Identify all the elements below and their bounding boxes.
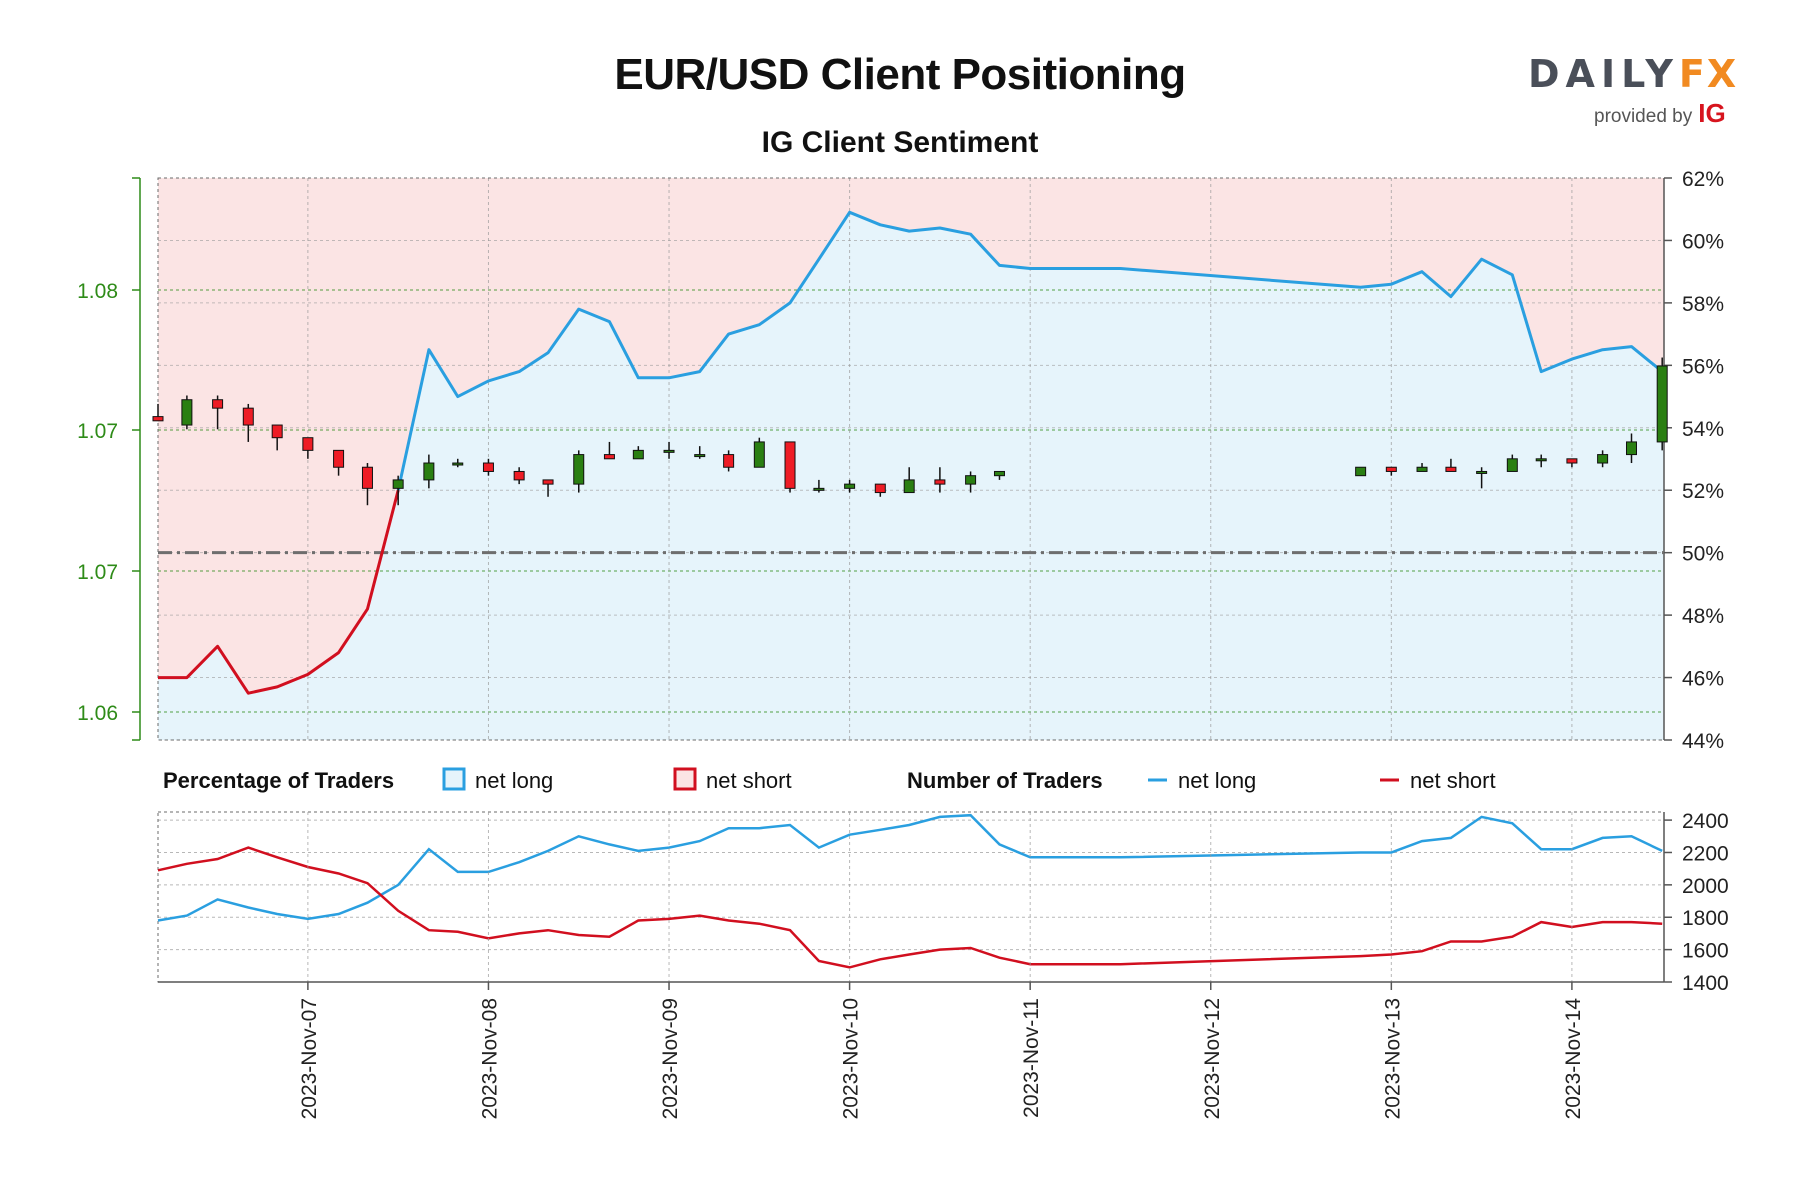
candle-down — [874, 483, 886, 494]
candle-down — [934, 479, 946, 485]
percent-tick-label: 58% — [1682, 293, 1724, 316]
chart-subtitle: IG Client Sentiment — [761, 126, 1039, 159]
candle-up — [993, 470, 1005, 477]
candle-down — [212, 399, 224, 409]
candle-up — [392, 479, 404, 489]
dailyfx-logo: DAILYFX provided by IG — [1528, 52, 1748, 129]
candle-down — [723, 454, 735, 468]
logo-fx: FX — [1678, 52, 1739, 96]
date-tick-label: 2023-Nov-13 — [1381, 998, 1404, 1119]
candle-up — [1506, 458, 1518, 472]
percent-tick-label: 44% — [1682, 730, 1724, 753]
candle-down — [361, 466, 373, 489]
candle-up — [632, 449, 644, 460]
net-short-count-line — [157, 846, 1663, 969]
percent-tick-label: 52% — [1682, 480, 1724, 503]
date-tick-label: 2023-Nov-14 — [1562, 998, 1585, 1120]
candle-down — [513, 470, 525, 481]
candle-up — [965, 475, 977, 485]
candle-down — [1445, 466, 1457, 472]
net-long-area — [158, 212, 1664, 741]
net-long-count-line — [157, 813, 1663, 922]
candle-down — [542, 479, 554, 485]
percent-tick-label: 54% — [1682, 418, 1724, 441]
provided-by-text: provided by — [1594, 106, 1693, 127]
candle-up — [1355, 466, 1367, 477]
legend-num-short-label: net short — [1410, 768, 1496, 793]
date-tick-label: 2023-Nov-10 — [840, 998, 863, 1119]
count-tick-label: 1600 — [1682, 940, 1729, 963]
count-tick-label: 1400 — [1682, 972, 1729, 995]
legend-pct-long-label: net long — [475, 768, 553, 793]
price-tick-label: 1.07 — [77, 420, 118, 443]
percent-tick-label: 46% — [1682, 668, 1724, 691]
chart-title: EUR/USD Client Positioning — [614, 50, 1186, 99]
candle-up — [1625, 441, 1637, 456]
price-tick-label: 1.08 — [77, 280, 118, 303]
legend-pct-short-label: net short — [706, 768, 792, 793]
date-tick-label: 2023-Nov-08 — [478, 998, 501, 1119]
logo-wordmark: DAILYFX — [1528, 52, 1748, 96]
upper-frame — [157, 177, 1665, 741]
candle-up — [1535, 458, 1547, 462]
logo-daily: DAILY — [1528, 52, 1679, 96]
net-long-percent-line — [396, 210, 1664, 491]
candle-down — [333, 449, 345, 468]
candle-down — [302, 437, 314, 451]
price-tick-label: 1.06 — [77, 702, 118, 725]
count-tick-label: 2000 — [1682, 875, 1729, 898]
candle-up — [181, 399, 193, 426]
candle-down — [482, 462, 494, 472]
legend: Percentage of Traders net long net short… — [163, 767, 1496, 793]
candle-up — [694, 454, 706, 458]
candle-down — [1566, 458, 1578, 464]
percent-tick-label: 62% — [1682, 168, 1724, 191]
candle-down — [1385, 466, 1397, 472]
percent-tick-label: 56% — [1682, 355, 1724, 378]
legend-pct-short-swatch — [673, 767, 697, 791]
candle-up — [813, 487, 825, 491]
ig-logo: IG — [1698, 98, 1726, 128]
count-tick-label: 2400 — [1682, 810, 1729, 833]
candle-down — [271, 424, 283, 439]
candle-down — [242, 407, 254, 426]
candle-up — [663, 449, 675, 453]
legend-pct-long-swatch — [442, 767, 466, 791]
date-tick-label: 2023-Nov-07 — [298, 998, 321, 1119]
price-tick-label: 1.07 — [77, 561, 118, 584]
logo-provided-by: provided by IG — [1594, 98, 1748, 129]
legend-number-header: Number of Traders — [907, 768, 1103, 793]
date-tick-label: 2023-Nov-12 — [1201, 998, 1224, 1119]
legend-num-long-label: net long — [1178, 768, 1256, 793]
candle-down — [784, 441, 796, 489]
date-tick-label: 2023-Nov-09 — [659, 998, 682, 1119]
candle-up — [1476, 470, 1488, 474]
candle-up — [423, 462, 435, 481]
legend-percentage-header: Percentage of Traders — [163, 768, 394, 793]
candle-up — [452, 462, 464, 466]
count-tick-label: 2200 — [1682, 842, 1729, 865]
trader-count-panel: 1400 1600 1800 2000 2200 2400 — [157, 810, 1729, 995]
percent-tick-label: 60% — [1682, 230, 1724, 253]
candle-down — [152, 416, 164, 422]
candle-up — [1597, 454, 1609, 464]
price-sentiment-panel: 44% 46% 48% 50% 52% 54% 56% 58% 60% 62% 1.06 1.07 1.… — [77, 168, 1724, 753]
net-short-percent-line — [158, 489, 400, 695]
percent-tick-label: 48% — [1682, 605, 1724, 628]
count-tick-label: 1800 — [1682, 907, 1729, 930]
date-axis: 2023-Nov-07 2023-Nov-08 2023-Nov-09 2023-No… — [158, 981, 1664, 1120]
candle-up — [903, 479, 915, 494]
candle-up — [573, 454, 585, 485]
candle-up — [1656, 365, 1668, 443]
candle-up — [753, 441, 765, 468]
candle-up — [844, 483, 856, 489]
percent-tick-label: 50% — [1682, 543, 1724, 566]
candle-up — [1416, 466, 1428, 472]
candle-down — [603, 454, 615, 460]
date-tick-label: 2023-Nov-11 — [1020, 998, 1043, 1118]
